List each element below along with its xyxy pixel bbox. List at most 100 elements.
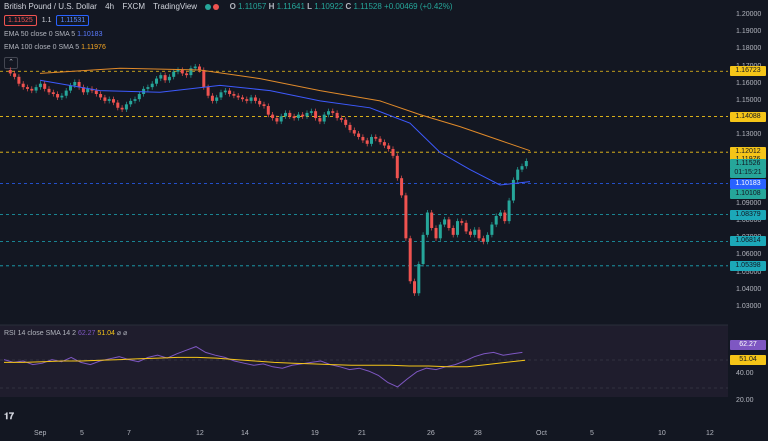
candle-body <box>365 140 369 144</box>
candle-body <box>124 104 128 110</box>
time-axis-label: 5 <box>590 430 594 437</box>
price-axis-label: 1.09000 <box>736 199 762 207</box>
rsi-legend[interactable]: RSI 14 close SMA 14 2 62.27 51.04 ⌀ ⌀ <box>4 329 127 337</box>
price-axis-label: 1.08000 <box>736 217 762 225</box>
candle-body <box>430 212 434 228</box>
candlesticks <box>8 63 528 296</box>
price-axis-label: 1.13000 <box>736 131 762 139</box>
candle-body <box>481 238 485 242</box>
time-axis-label: 26 <box>427 430 435 437</box>
price-axis-label: 1.04000 <box>736 285 762 293</box>
candle-body <box>120 107 124 110</box>
candle-body <box>210 95 214 101</box>
candle-body <box>137 94 141 100</box>
candle-body <box>275 118 279 122</box>
price-tag: 1.11526 <box>730 158 766 169</box>
candle-body <box>451 227 455 235</box>
candle-body <box>69 85 72 91</box>
ema100-line <box>39 67 531 152</box>
candle-body <box>284 112 287 117</box>
chart-header: British Pound / U.S. Dollar 4h FXCM Trad… <box>4 2 459 11</box>
time-axis[interactable]: Sep 5 7 12 14 19 21 26 28 Oct 5 10 12 <box>0 428 768 441</box>
candle-body <box>133 99 137 101</box>
candle-body <box>30 88 34 91</box>
rsi-axis-label: 20.00 <box>736 397 754 404</box>
candle-body <box>473 229 477 235</box>
interval-label[interactable]: 4h <box>105 2 115 11</box>
candle-body <box>331 111 335 113</box>
rsi-band <box>0 325 728 397</box>
price-tag: 1.14088 <box>730 111 766 122</box>
time-axis-label: 5 <box>80 430 84 437</box>
rsi-line <box>3 346 523 388</box>
candle-body <box>155 78 158 84</box>
candle-body <box>107 99 111 101</box>
candle-body <box>94 90 98 95</box>
candle-body <box>425 212 429 235</box>
candle-body <box>327 111 330 115</box>
ema50-legend[interactable]: EMA 50 close 0 SMA 5 1.10183 <box>4 31 102 38</box>
price-axis-label: 1.06000 <box>736 251 762 259</box>
time-axis-label: 12 <box>196 430 204 437</box>
price-axis-label: 1.15000 <box>736 96 762 104</box>
candle-body <box>129 100 133 105</box>
rsi-ma-line <box>4 356 526 368</box>
ema50-label: EMA 50 close 0 SMA 5 <box>4 31 76 38</box>
candle-body <box>271 114 275 119</box>
candle-body <box>73 81 77 86</box>
candle-body <box>499 212 502 216</box>
candle-body <box>318 118 322 122</box>
collapse-legend-button[interactable]: ⌃ <box>4 57 18 69</box>
candle-body <box>215 97 219 101</box>
exchange-label: FXCM <box>122 2 145 11</box>
candle-body <box>468 231 472 235</box>
time-axis-label: 10 <box>658 430 666 437</box>
candle-body <box>507 200 511 222</box>
candle-body <box>339 118 343 120</box>
price-axis-label: 1.19000 <box>736 28 762 36</box>
candle-body <box>245 99 249 101</box>
candle-body <box>352 130 356 134</box>
candle-body <box>150 83 154 88</box>
candle-body <box>296 114 300 119</box>
time-axis-label: 28 <box>474 430 482 437</box>
candle-body <box>176 69 180 72</box>
candle-body <box>17 76 21 84</box>
candle-body <box>223 90 227 93</box>
sell-price-button[interactable]: 1.11525 <box>4 15 37 26</box>
candle-body <box>400 178 404 196</box>
candle-body <box>348 124 352 131</box>
candle-body <box>395 155 399 179</box>
candle-body <box>391 148 395 156</box>
candle-body <box>163 75 167 81</box>
price-axis-label: 1.18000 <box>736 45 762 53</box>
ema100-value: 1.11976 <box>81 44 106 51</box>
candle-body <box>38 83 42 88</box>
candle-body <box>305 112 309 117</box>
candle-body <box>202 69 206 88</box>
candle-body <box>180 69 184 74</box>
candle-body <box>357 133 361 137</box>
ema100-legend[interactable]: EMA 100 close 0 SMA 5 1.11976 <box>4 44 106 51</box>
symbol-name[interactable]: British Pound / U.S. Dollar <box>4 2 97 11</box>
candle-body <box>13 73 17 77</box>
time-axis-label: 21 <box>358 430 366 437</box>
candle-body <box>112 99 115 103</box>
candle-body <box>413 281 416 294</box>
candle-body <box>219 92 223 98</box>
candle-body <box>486 234 490 242</box>
buy-price-button[interactable]: 1.11531 <box>56 15 90 26</box>
candle-body <box>47 88 51 93</box>
candle-body <box>361 136 365 141</box>
candle-body <box>51 92 55 95</box>
candle-body <box>43 83 47 89</box>
candle-body <box>438 224 442 239</box>
candle-body <box>193 66 197 69</box>
tradingview-logo-icon[interactable]: 𝟏𝟕 <box>4 411 15 421</box>
candle-body <box>520 166 524 170</box>
candle-body <box>417 264 421 294</box>
candle-body <box>99 94 103 98</box>
candle-body <box>408 238 412 282</box>
visibility-icon[interactable]: ⌀ ⌀ <box>116 330 128 337</box>
